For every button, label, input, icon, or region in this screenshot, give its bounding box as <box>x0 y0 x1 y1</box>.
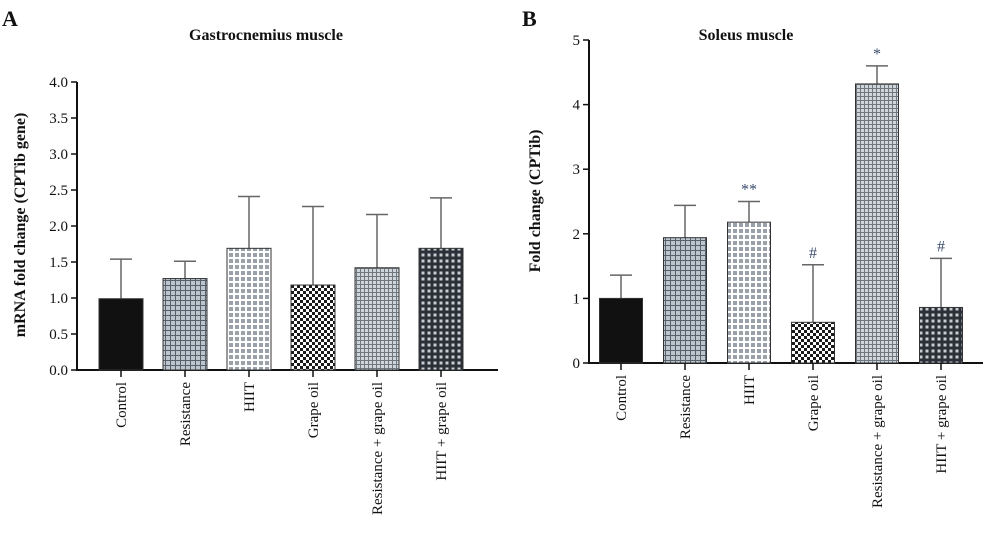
x-tick-label: Grape oil <box>806 375 822 431</box>
panel-letter-b: B <box>522 6 537 31</box>
bar <box>855 83 899 364</box>
bar <box>599 297 643 364</box>
bar <box>418 247 464 371</box>
y-tick-label: 3.5 <box>49 111 68 127</box>
y-tick-label: 3.0 <box>49 147 68 163</box>
x-tick-label: HIIT <box>242 382 258 412</box>
x-tick-label: Grape oil <box>306 382 322 438</box>
bar <box>354 267 400 371</box>
y-tick-label: 2.5 <box>49 183 68 199</box>
significance-label: # <box>937 238 945 255</box>
significance-label: * <box>873 46 881 63</box>
y-tick-label: 2 <box>573 227 581 243</box>
y-tick-label: 3 <box>573 162 581 178</box>
y-axis-label: Fold change (CPTib) <box>527 130 544 273</box>
bar <box>791 321 835 364</box>
y-tick-label: 0.0 <box>49 363 68 379</box>
plot-area: 0.0 0.5 1.0 1.5 2.0 2.5 3.0 3.5 4.0 Control Resist… <box>49 75 498 515</box>
y-tick-label: 2.0 <box>49 219 68 235</box>
x-tick-label: Control <box>114 382 130 428</box>
y-tick-label: 5 <box>573 33 581 49</box>
bar <box>663 237 707 364</box>
significance-label: # <box>809 245 817 262</box>
x-tick-label: Resistance + grape oil <box>870 375 886 508</box>
x-tick-label: Resistance + grape oil <box>370 382 386 515</box>
significance-label: ** <box>741 182 757 199</box>
bar <box>226 247 272 371</box>
bar <box>162 278 208 371</box>
panel-a: A Gastrocnemius muscle mRNA fold change … <box>2 6 498 515</box>
bar <box>919 306 963 364</box>
x-tick-label: HIIT + grape oil <box>934 375 950 474</box>
x-tick-label: Control <box>614 375 630 421</box>
y-tick-label: 1.5 <box>49 255 68 271</box>
panel-letter-a: A <box>2 6 18 31</box>
bar <box>727 221 771 364</box>
x-tick-label: Resistance <box>178 382 194 446</box>
plot-area: 0 1 2 3 4 5 Control Resistance HIIT ** Grape oil # R… <box>573 33 983 508</box>
chart-title: Gastrocnemius muscle <box>189 27 343 44</box>
chart-title: Soleus muscle <box>699 27 794 44</box>
y-axis-label: mRNA fold change (CPTib gene) <box>12 113 29 338</box>
x-tick-label: HIIT + grape oil <box>434 382 450 481</box>
y-tick-label: 4 <box>573 98 581 114</box>
bar <box>98 298 144 371</box>
panel-b: B Soleus muscle Fold change (CPTib) 0 1 2 3… <box>522 6 983 508</box>
y-tick-label: 0 <box>573 356 581 372</box>
y-tick-label: 1.0 <box>49 291 68 307</box>
x-tick-label: HIIT <box>742 375 758 405</box>
bar <box>290 284 336 371</box>
y-tick-label: 1 <box>573 291 581 307</box>
y-tick-label: 0.5 <box>49 327 68 343</box>
x-tick-label: Resistance <box>678 375 694 439</box>
y-tick-label: 4.0 <box>49 75 68 91</box>
